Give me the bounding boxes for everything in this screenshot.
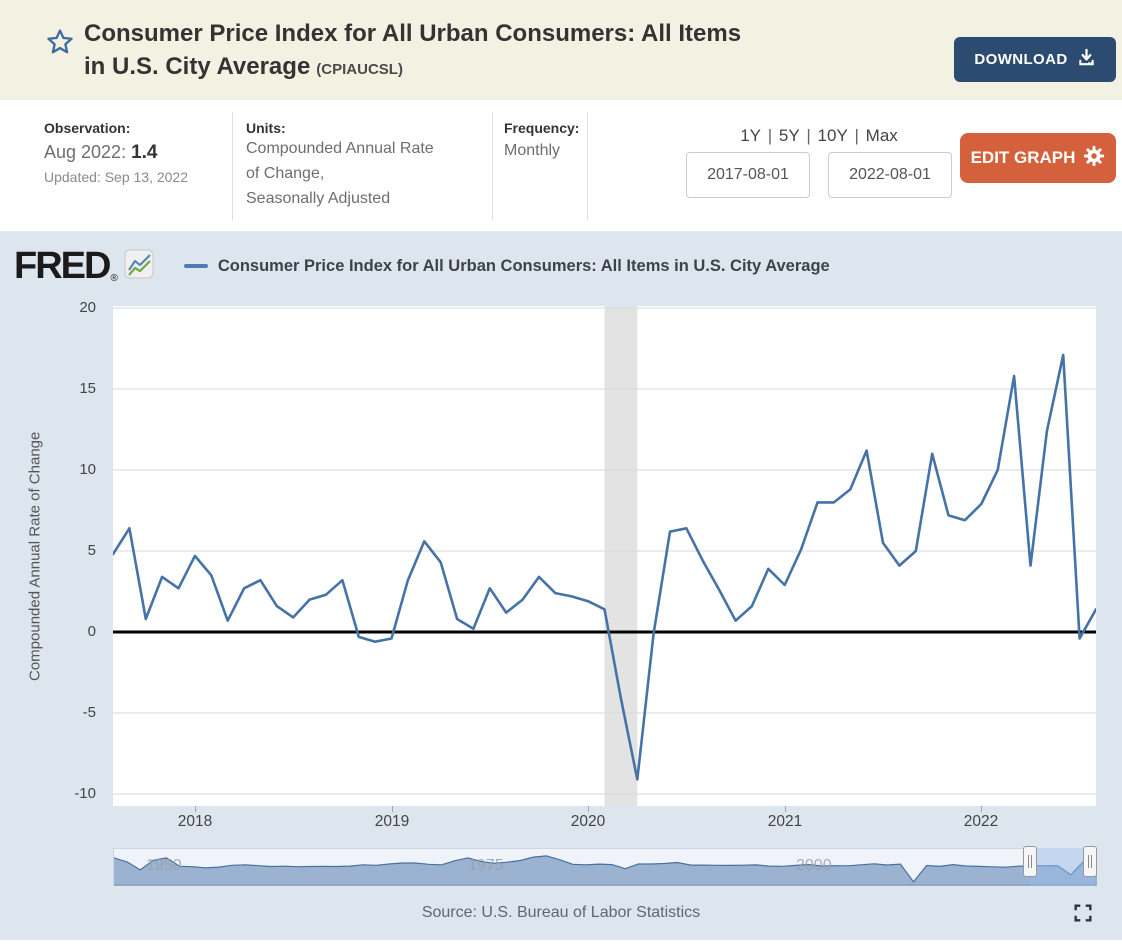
- y-tick-label: 10: [79, 461, 96, 478]
- x-tick-mark: [981, 806, 982, 812]
- range-link-max[interactable]: Max: [865, 126, 898, 145]
- start-date-input[interactable]: [686, 152, 810, 198]
- legend-series-label: Consumer Price Index for All Urban Consu…: [217, 256, 830, 275]
- frequency-label: Frequency:: [504, 120, 580, 136]
- source-row: Source: U.S. Bureau of Labor Statistics: [0, 904, 1122, 922]
- chart-brand-row: FRED ® Consumer Price Index for All Urban…: [14, 244, 830, 288]
- units-label: Units:: [246, 120, 286, 136]
- y-tick-label: -10: [74, 785, 96, 802]
- x-tick-mark: [588, 806, 589, 812]
- favorite-star-icon[interactable]: [46, 28, 74, 56]
- gear-icon: [1083, 145, 1105, 172]
- fred-logo[interactable]: FRED: [14, 244, 111, 287]
- range-selector-sparkline[interactable]: [114, 849, 1097, 886]
- y-axis-title: Compounded Annual Rate of Change: [26, 431, 44, 681]
- x-tick-label: 2018: [177, 813, 213, 830]
- observation-number: 1.4: [131, 142, 158, 163]
- fullscreen-icon[interactable]: [1072, 902, 1094, 924]
- range-year-label: 2000: [796, 857, 832, 874]
- range-slider-right-handle[interactable]: [1083, 846, 1097, 877]
- range-zoom-links: 1Y | 5Y | 10Y | Max: [686, 126, 952, 146]
- download-button[interactable]: DOWNLOAD: [954, 37, 1116, 82]
- legend-line-swatch: [183, 264, 208, 268]
- divider: [587, 112, 588, 220]
- chart-panel: FRED ® Consumer Price Index for All Urban…: [0, 232, 1122, 940]
- download-label: DOWNLOAD: [974, 51, 1068, 68]
- range-selector[interactable]: 1950 1975 2000: [113, 846, 1097, 886]
- edit-graph-button[interactable]: EDIT GRAPH: [960, 133, 1116, 183]
- x-tick-mark: [195, 806, 196, 812]
- observation-date: Aug 2022:: [44, 142, 132, 162]
- observation-block: Observation: Aug 2022: 1.4 Updated: Sep …: [44, 120, 188, 185]
- range-link-10y[interactable]: 10Y: [817, 126, 848, 145]
- frequency-value: Monthly: [504, 142, 561, 159]
- title-line1: Consumer Price Index for All Urban Consu…: [84, 20, 742, 47]
- title-line2: in U.S. City Average: [84, 53, 311, 80]
- page-title: Consumer Price Index for All Urban Consu…: [84, 17, 944, 86]
- range-link-5y[interactable]: 5Y: [778, 126, 800, 145]
- y-tick-label: 5: [87, 542, 96, 559]
- units-line: Seasonally Adjusted: [246, 190, 391, 207]
- download-icon: [1077, 48, 1096, 71]
- y-tick-label: -5: [82, 704, 96, 721]
- range-link-separator: |: [763, 126, 777, 145]
- fred-chart-logo-icon: [124, 249, 154, 284]
- observation-value: Aug 2022: 1.4: [44, 142, 188, 164]
- source-link[interactable]: Source: U.S. Bureau of Labor Statistics: [421, 904, 701, 921]
- frequency-block: Frequency: Monthly: [504, 120, 579, 160]
- edit-graph-label: EDIT GRAPH: [970, 148, 1076, 167]
- x-tick-label: 2022: [963, 813, 999, 830]
- x-tick-label: 2021: [767, 813, 803, 830]
- y-tick-label: 0: [87, 623, 96, 640]
- main-chart-plot[interactable]: [113, 306, 1096, 806]
- range-link-1y[interactable]: 1Y: [740, 126, 761, 145]
- range-year-label: 1975: [468, 857, 504, 874]
- units-block: Units: Compounded Annual Rate of Change,…: [246, 120, 481, 211]
- units-line: Compounded Annual Rate: [246, 140, 434, 157]
- x-tick-label: 2020: [570, 813, 606, 830]
- page-header: Consumer Price Index for All Urban Consu…: [0, 0, 1122, 100]
- divider: [492, 112, 493, 220]
- divider: [232, 112, 233, 220]
- registered-mark: ®: [110, 273, 118, 284]
- observation-label: Observation:: [44, 120, 131, 136]
- units-line: of Change,: [246, 165, 325, 182]
- range-link-separator: |: [849, 126, 864, 145]
- observation-updated: Updated: Sep 13, 2022: [44, 169, 189, 185]
- x-tick-mark: [392, 806, 393, 812]
- end-date-input[interactable]: [828, 152, 952, 198]
- range-link-separator: |: [801, 126, 816, 145]
- series-id: (CPIAUCSL): [316, 61, 403, 78]
- x-tick-label: 2019: [374, 813, 410, 830]
- range-year-label: 1950: [146, 857, 182, 874]
- range-slider-left-handle[interactable]: [1023, 846, 1037, 877]
- y-tick-label: 20: [79, 299, 96, 316]
- x-tick-mark: [785, 806, 786, 812]
- series-meta-row: Observation: Aug 2022: 1.4 Updated: Sep …: [0, 100, 1122, 232]
- y-tick-label: 15: [79, 380, 96, 397]
